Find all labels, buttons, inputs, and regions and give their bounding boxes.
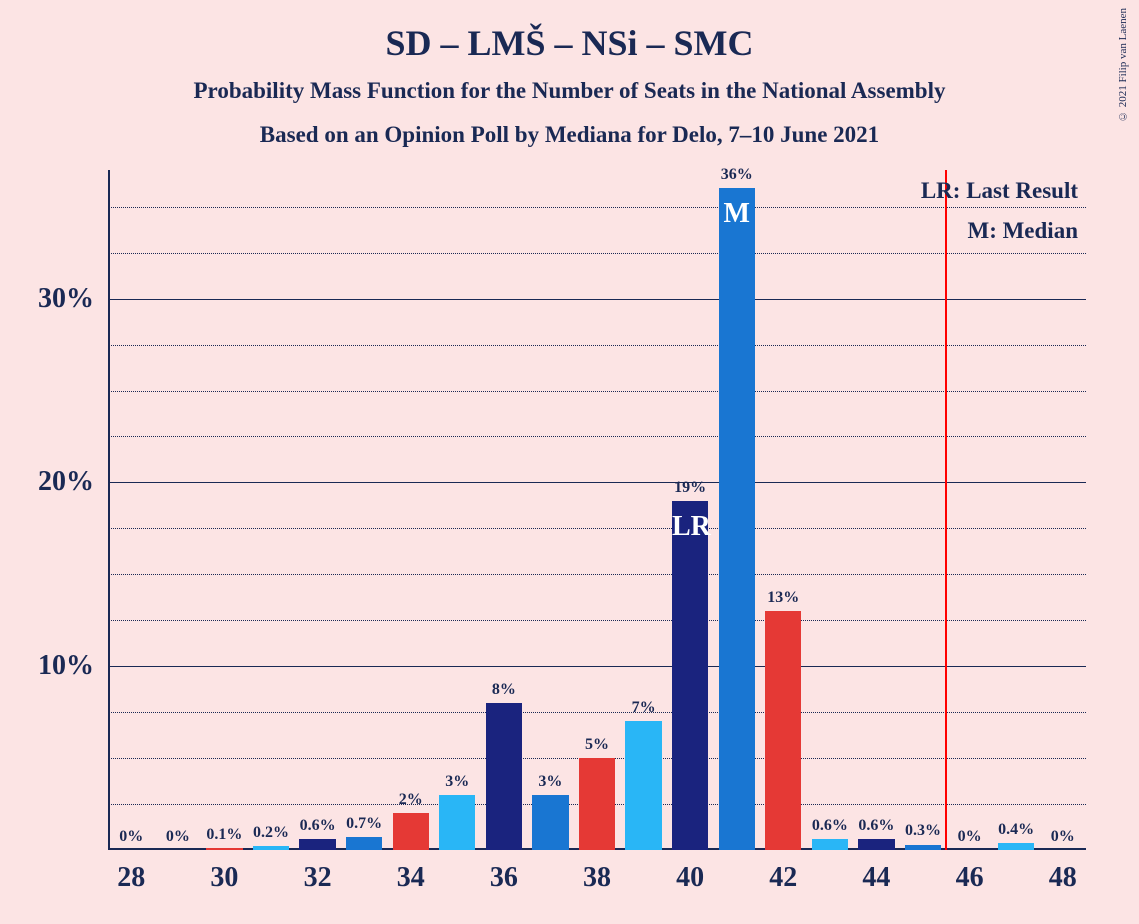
gridline-minor bbox=[108, 391, 1086, 392]
chart-subtitle-2: Based on an Opinion Poll by Mediana for … bbox=[0, 122, 1139, 148]
bar bbox=[439, 795, 475, 850]
bar-value-label: 8% bbox=[474, 681, 534, 699]
chart-subtitle-1: Probability Mass Function for the Number… bbox=[0, 78, 1139, 104]
x-tick-label: 30 bbox=[194, 862, 254, 894]
reference-line bbox=[945, 170, 947, 850]
gridline-minor bbox=[108, 528, 1086, 529]
bar-value-label: 2% bbox=[381, 791, 441, 809]
gridline-minor bbox=[108, 574, 1086, 575]
plot-area: 10%20%30%28303234363840424446480%0%0.1%0… bbox=[108, 170, 1086, 850]
bar-value-label: 19% bbox=[660, 479, 720, 497]
bar bbox=[253, 846, 289, 850]
bar-value-label: 3% bbox=[427, 773, 487, 791]
bar bbox=[299, 839, 335, 850]
legend-item: M: Median bbox=[967, 218, 1078, 244]
bar bbox=[346, 837, 382, 850]
bar-value-label: 0.7% bbox=[334, 815, 394, 833]
x-tick-label: 38 bbox=[567, 862, 627, 894]
bar bbox=[393, 813, 429, 850]
bar bbox=[206, 848, 242, 850]
bar bbox=[625, 721, 661, 850]
y-tick-label: 10% bbox=[4, 650, 94, 682]
copyright-text: © 2021 Filip van Laenen bbox=[1117, 8, 1129, 122]
x-tick-label: 34 bbox=[381, 862, 441, 894]
x-tick-label: 32 bbox=[288, 862, 348, 894]
bar bbox=[765, 611, 801, 850]
x-tick-label: 28 bbox=[101, 862, 161, 894]
bar-value-label: 36% bbox=[707, 166, 767, 184]
bar bbox=[905, 845, 941, 851]
bar bbox=[812, 839, 848, 850]
bar bbox=[532, 795, 568, 850]
x-tick-label: 36 bbox=[474, 862, 534, 894]
bar-value-label: 0% bbox=[1033, 828, 1093, 846]
bar-value-label: 5% bbox=[567, 736, 627, 754]
gridline-major bbox=[108, 299, 1086, 300]
bar-value-label: 3% bbox=[520, 773, 580, 791]
x-tick-label: 44 bbox=[846, 862, 906, 894]
gridline-minor bbox=[108, 345, 1086, 346]
y-tick-label: 30% bbox=[4, 283, 94, 315]
x-tick-label: 46 bbox=[940, 862, 1000, 894]
bar-annotation: M bbox=[719, 198, 755, 230]
gridline-major bbox=[108, 482, 1086, 483]
gridline-minor bbox=[108, 436, 1086, 437]
bar-value-label: 7% bbox=[614, 699, 674, 717]
chart-container: SD – LMŠ – NSi – SMC Probability Mass Fu… bbox=[0, 0, 1139, 924]
chart-title: SD – LMŠ – NSi – SMC bbox=[0, 22, 1139, 64]
bar-annotation: LR bbox=[672, 511, 708, 543]
bar bbox=[858, 839, 894, 850]
gridline-minor bbox=[108, 620, 1086, 621]
x-tick-label: 48 bbox=[1033, 862, 1093, 894]
bar bbox=[998, 843, 1034, 850]
bar bbox=[672, 501, 708, 850]
gridline-minor bbox=[108, 712, 1086, 713]
x-tick-label: 40 bbox=[660, 862, 720, 894]
bar bbox=[719, 188, 755, 850]
gridline-minor bbox=[108, 207, 1086, 208]
gridline-minor bbox=[108, 253, 1086, 254]
x-tick-label: 42 bbox=[753, 862, 813, 894]
gridline-major bbox=[108, 666, 1086, 667]
bar bbox=[486, 703, 522, 850]
bar-value-label: 13% bbox=[753, 589, 813, 607]
legend-item: LR: Last Result bbox=[921, 178, 1078, 204]
y-tick-label: 20% bbox=[4, 466, 94, 498]
bar bbox=[579, 758, 615, 850]
y-axis bbox=[108, 170, 110, 850]
